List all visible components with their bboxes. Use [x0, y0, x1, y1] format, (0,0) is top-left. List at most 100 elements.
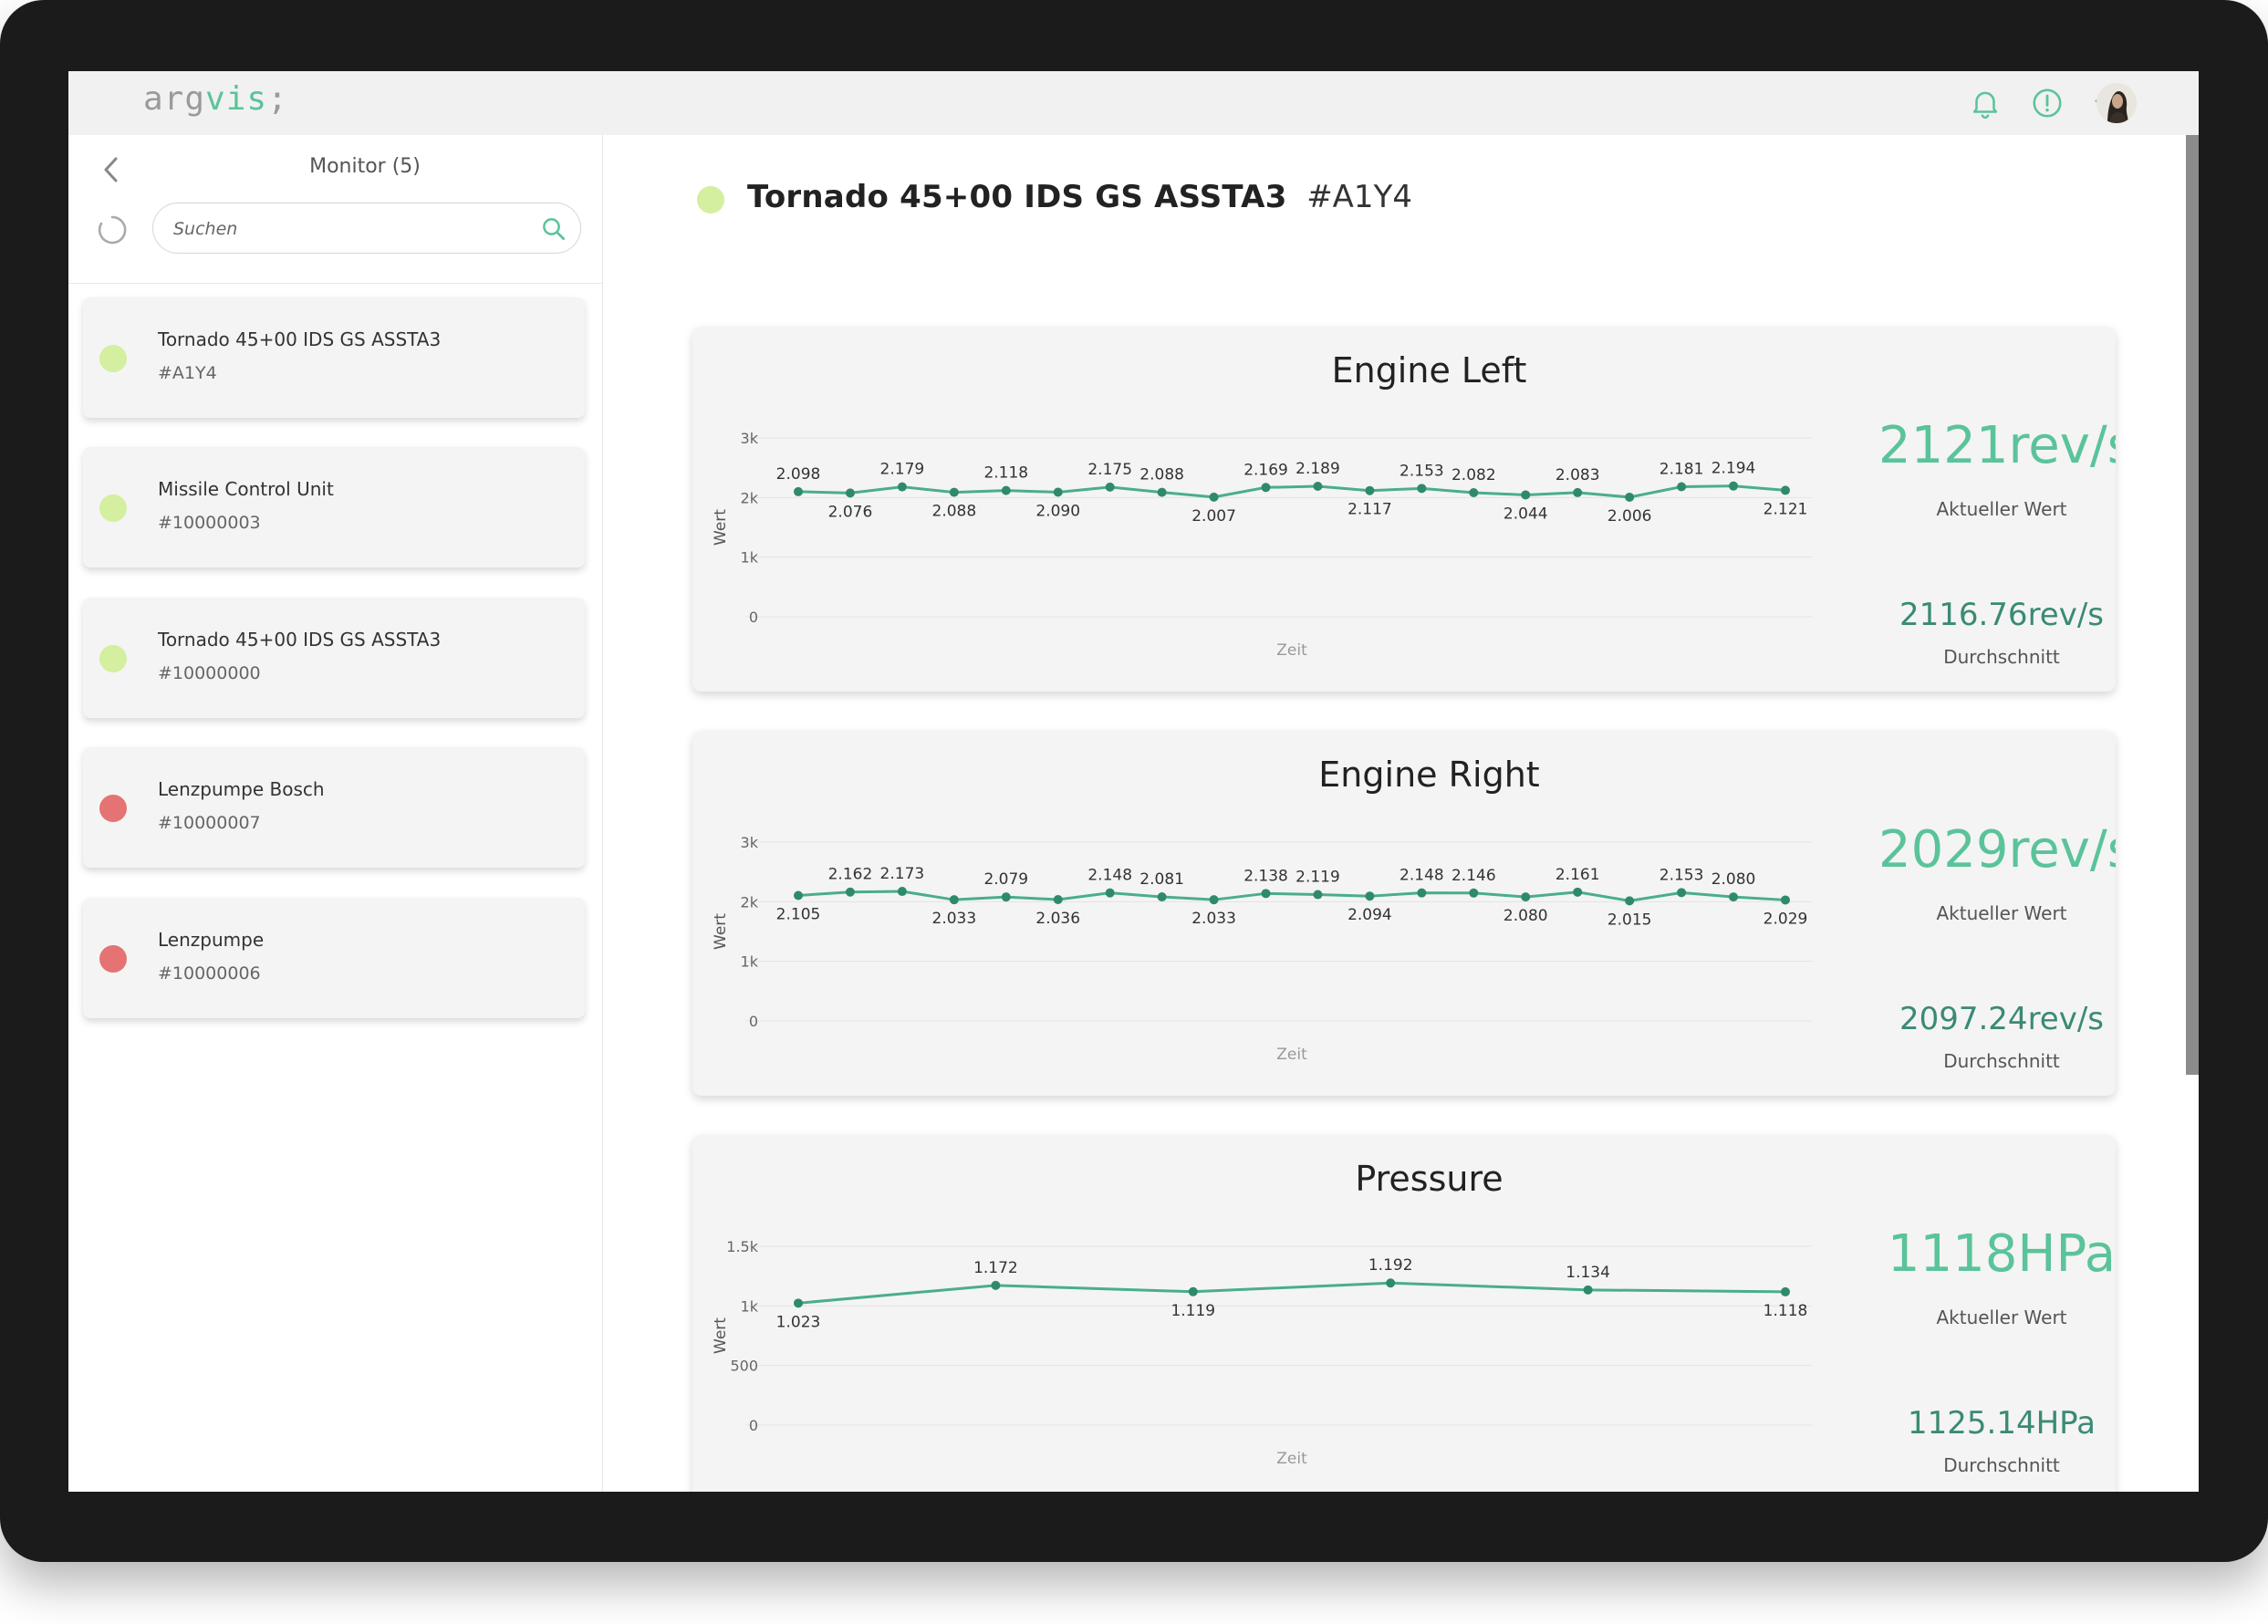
current-value: 2121rev/s: [1878, 416, 2116, 475]
device-list-item[interactable]: Tornado 45+00 IDS GS ASSTA3 #10000000: [83, 598, 585, 718]
data-label: 2.162: [828, 866, 873, 884]
data-label: 2.169: [1243, 461, 1288, 479]
data-point: [1209, 492, 1219, 502]
data-point: [794, 890, 803, 900]
data-point: [1781, 1286, 1790, 1296]
data-label: 2.181: [1659, 461, 1704, 479]
y-tick-label: 1k: [741, 1297, 759, 1315]
data-point: [1105, 482, 1115, 492]
main-panel: Tornado 45+00 IDS GS ASSTA3 #A1Y4 Engine…: [603, 135, 2199, 1492]
data-point: [991, 1280, 1001, 1290]
data-point: [1105, 888, 1115, 898]
data-point: [1625, 896, 1635, 906]
data-point: [1053, 487, 1063, 497]
back-arrow-icon[interactable]: [98, 153, 125, 186]
chart-card-engine-left: Engine Left 0 1k 2k 3k Wert Zeit 2.098 2.076 2.1…: [692, 327, 2116, 692]
data-point: [1365, 891, 1375, 901]
data-point: [1261, 889, 1271, 899]
user-avatar[interactable]: [2096, 83, 2137, 123]
data-point: [1386, 1278, 1396, 1288]
device-id: #10000006: [158, 963, 261, 984]
app-screen: argvis;: [68, 71, 2199, 1492]
data-label: 2.036: [1035, 910, 1080, 928]
current-value-label: Aktueller Wert: [1936, 498, 2067, 520]
data-point: [1313, 890, 1323, 900]
data-label: 2.098: [776, 465, 821, 484]
device-list-item[interactable]: Lenzpumpe Bosch #10000007: [83, 747, 585, 868]
data-point: [1157, 487, 1167, 497]
data-label: 2.033: [932, 910, 977, 928]
data-label: 1.134: [1566, 1264, 1610, 1282]
data-label: 2.179: [880, 461, 925, 479]
alert-circle-icon[interactable]: [2030, 86, 2065, 120]
data-label: 2.079: [983, 870, 1028, 889]
y-tick-label: 2k: [741, 893, 759, 911]
sidebar-divider: [68, 283, 602, 284]
data-point: [1583, 1285, 1593, 1295]
current-value-label: Aktueller Wert: [1936, 902, 2067, 924]
data-point: [949, 487, 959, 497]
chart-title: Pressure: [1355, 1159, 1503, 1199]
data-point: [1729, 892, 1739, 902]
current-value: 2029rev/s: [1878, 820, 2116, 880]
device-sidebar: Monitor (5) Tornado 45+00 IDS GS ASSTA3 …: [68, 135, 603, 1492]
chart-card-pressure: Pressure 0 500 1k 1.5k Wert Zeit 1.023 1.172 1.1…: [692, 1135, 2116, 1492]
data-label: 2.173: [880, 865, 925, 883]
logo-text-prefix: arg: [143, 80, 206, 118]
data-label: 2.090: [1035, 502, 1080, 520]
line-chart: 0 500 1k 1.5k Wert Zeit 1.023 1.172 1.119 1.192 1.…: [712, 1238, 1812, 1468]
data-point: [845, 887, 855, 897]
device-status-indicator: [697, 186, 724, 213]
device-title: Tornado 45+00 IDS GS ASSTA3 #A1Y4: [747, 179, 1412, 215]
data-label: 2.006: [1607, 507, 1652, 526]
data-point: [1521, 892, 1531, 902]
data-point: [1209, 895, 1219, 905]
average-value: 2097.24rev/s: [1899, 1001, 2105, 1037]
scrollbar[interactable]: [2186, 135, 2199, 1075]
data-label: 2.105: [776, 905, 821, 923]
search-field[interactable]: [152, 203, 581, 254]
data-label: 2.138: [1243, 867, 1288, 885]
y-axis-label: Wert: [712, 1317, 730, 1354]
series-line: [797, 890, 1786, 902]
data-label: 2.076: [828, 503, 873, 521]
chart-title: Engine Right: [1318, 755, 1540, 795]
refresh-icon[interactable]: [96, 213, 129, 246]
data-label: 2.082: [1451, 466, 1496, 484]
data-label: 2.080: [1711, 870, 1756, 889]
logo-text-accent: vis: [205, 80, 268, 118]
data-point: [949, 895, 959, 905]
data-label: 2.121: [1763, 500, 1808, 518]
data-point: [1469, 888, 1479, 898]
y-axis-label: Wert: [712, 509, 730, 546]
device-list-item[interactable]: Missile Control Unit #10000003: [83, 447, 585, 567]
data-point: [794, 1298, 803, 1308]
data-label: 2.119: [1295, 869, 1340, 887]
device-name: Tornado 45+00 IDS GS ASSTA3: [158, 629, 442, 651]
data-label: 1.118: [1763, 1302, 1808, 1320]
data-label: 2.118: [983, 464, 1028, 483]
search-icon[interactable]: [540, 215, 567, 243]
x-axis-label: Zeit: [1276, 1450, 1307, 1468]
data-point: [1417, 888, 1427, 898]
data-point: [1365, 485, 1375, 495]
data-label: 2.088: [1139, 466, 1184, 484]
y-tick-label: 0: [749, 1013, 758, 1030]
data-point: [1677, 482, 1687, 492]
top-bar: argvis;: [68, 71, 2199, 136]
data-point: [1521, 490, 1531, 500]
device-list-item[interactable]: Tornado 45+00 IDS GS ASSTA3 #A1Y4: [83, 297, 585, 418]
search-input[interactable]: [172, 214, 522, 244]
data-point: [1573, 487, 1583, 497]
device-list-item[interactable]: Lenzpumpe #10000006: [83, 898, 585, 1018]
bell-icon[interactable]: [1968, 86, 2003, 120]
y-tick-label: 3k: [741, 430, 759, 447]
average-value-label: Durchschnitt: [1943, 646, 2060, 668]
y-tick-label: 2k: [741, 489, 759, 506]
average-value: 2116.76rev/s: [1899, 597, 2105, 633]
app-logo[interactable]: argvis;: [143, 80, 288, 118]
data-label: 1.172: [973, 1259, 1018, 1277]
chart-card-engine-right: Engine Right 0 1k 2k 3k Wert Zeit 2.105 2.162 2.…: [692, 731, 2116, 1096]
device-name: Lenzpumpe Bosch: [158, 778, 325, 800]
device-title-id: #A1Y4: [1306, 179, 1412, 215]
